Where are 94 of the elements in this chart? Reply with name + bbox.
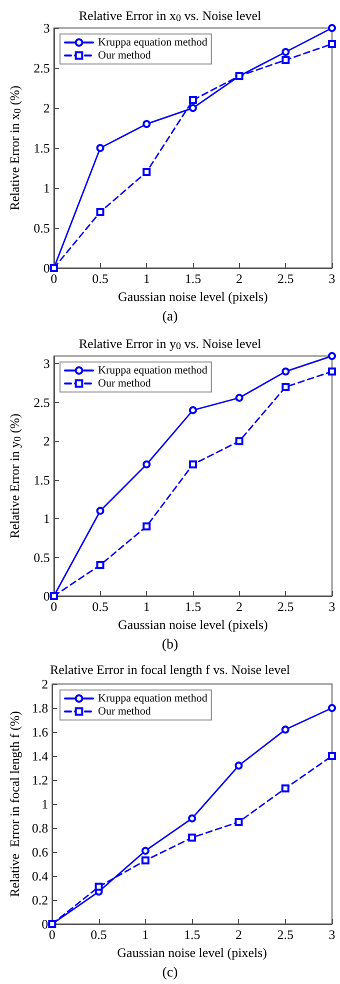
x-tick-label: 0.5 bbox=[90, 927, 107, 942]
x-tick-label: 1 bbox=[142, 927, 149, 942]
y-axis-title: Relative Error in y0 (%) bbox=[7, 414, 24, 538]
x-tick-label: 0.5 bbox=[92, 599, 108, 614]
point bbox=[235, 437, 244, 446]
x-tick-label: 3 bbox=[328, 599, 336, 614]
y-tick-label: 0 bbox=[43, 260, 50, 276]
x-tick-label: 2 bbox=[236, 271, 243, 286]
legend-label: Our method bbox=[98, 706, 152, 718]
y-axis-title: Relative Error in focal length f (%) bbox=[7, 711, 22, 897]
y-tick-label: 1.4 bbox=[32, 748, 49, 764]
legend-label: Kruppa equation method bbox=[98, 364, 208, 376]
point bbox=[141, 846, 150, 855]
point bbox=[96, 208, 104, 216]
point bbox=[142, 460, 151, 468]
point bbox=[141, 856, 150, 864]
x-tick-label: 1.5 bbox=[184, 271, 202, 286]
y-tick-label: 0.4 bbox=[32, 868, 49, 884]
point bbox=[188, 814, 196, 822]
y-tick-label: 2 bbox=[43, 100, 50, 116]
point bbox=[282, 382, 290, 391]
point bbox=[142, 120, 151, 128]
y-tick-label: 0.5 bbox=[34, 550, 50, 565]
x-tick-label: 2.5 bbox=[277, 927, 294, 942]
y-axis-title: Relative Error in x0 (%) bbox=[7, 86, 24, 210]
x-tick-label: 2 bbox=[235, 927, 242, 942]
y-tick-label: 0.6 bbox=[32, 844, 49, 860]
point bbox=[328, 352, 336, 360]
point bbox=[50, 264, 58, 272]
x-tick-label: 2 bbox=[236, 599, 243, 614]
x-tick-label: 1 bbox=[143, 599, 150, 614]
y-tick-label: 1.2 bbox=[32, 772, 48, 788]
x-tick-label: 1.5 bbox=[184, 927, 200, 942]
point bbox=[94, 882, 103, 891]
point bbox=[142, 522, 151, 530]
text: (a) bbox=[162, 310, 178, 324]
chart-title: Relative Error in focal length f vs. Noise level bbox=[50, 662, 290, 677]
point bbox=[282, 48, 290, 56]
y-tick-label: 3 bbox=[43, 20, 50, 36]
y-tick-label: 2 bbox=[43, 434, 50, 449]
point bbox=[328, 752, 336, 760]
x-tick-label: 2.5 bbox=[278, 271, 294, 286]
point bbox=[234, 818, 243, 826]
y-tick-label: 1.5 bbox=[34, 140, 50, 156]
point bbox=[328, 40, 336, 48]
y-tick-label: 3 bbox=[43, 356, 50, 372]
point bbox=[328, 704, 336, 712]
y-tick-label: 1 bbox=[43, 180, 50, 196]
point bbox=[96, 144, 104, 152]
point bbox=[234, 762, 243, 770]
point bbox=[96, 561, 104, 570]
point bbox=[142, 168, 151, 176]
x-tick-label: 3 bbox=[328, 927, 336, 942]
point bbox=[188, 460, 197, 468]
x-tick-label: 0.5 bbox=[92, 271, 108, 286]
text: (b) bbox=[162, 638, 178, 652]
legend-label: Kruppa equation method bbox=[98, 36, 208, 48]
y-tick-label: 1 bbox=[42, 796, 48, 812]
y-tick-label: 0 bbox=[42, 916, 48, 932]
point bbox=[188, 406, 197, 414]
y-tick-label: 2 bbox=[42, 676, 48, 692]
y-tick-label: 1.6 bbox=[32, 724, 49, 740]
point bbox=[282, 56, 290, 64]
x-axis-title: Gaussian noise level (pixels) bbox=[118, 616, 268, 632]
y-tick-label: 0 bbox=[43, 588, 50, 604]
point bbox=[50, 592, 58, 600]
x-axis-title: Gaussian noise level (pixels) bbox=[117, 944, 267, 960]
point bbox=[282, 367, 290, 376]
y-tick-label: 2.5 bbox=[34, 394, 50, 410]
y-tick-label: 0.2 bbox=[32, 892, 48, 908]
text: (c) bbox=[162, 966, 178, 980]
y-tick-label: 0.8 bbox=[32, 820, 48, 836]
x-tick-label: 3 bbox=[328, 271, 336, 286]
x-tick-label: 1 bbox=[143, 271, 150, 286]
y-tick-label: 2.5 bbox=[34, 60, 50, 76]
legend-label: Kruppa equation method bbox=[98, 692, 208, 704]
y-tick-label: 1.5 bbox=[34, 472, 50, 488]
point bbox=[235, 394, 244, 402]
point bbox=[188, 96, 197, 104]
point bbox=[188, 104, 197, 112]
x-tick-label: 2.5 bbox=[278, 599, 294, 614]
x-tick-label: 1.5 bbox=[184, 599, 202, 614]
legend-label: Our method bbox=[98, 50, 152, 62]
point bbox=[188, 834, 196, 842]
legend-label: Our method bbox=[98, 378, 152, 390]
point bbox=[281, 784, 290, 792]
point bbox=[328, 367, 336, 376]
y-tick-label: 0.5 bbox=[34, 220, 50, 236]
point bbox=[328, 24, 336, 32]
x-axis-title: Gaussian noise level (pixels) bbox=[118, 288, 268, 304]
y-tick-label: 1 bbox=[43, 511, 50, 526]
point bbox=[96, 506, 104, 515]
point bbox=[281, 726, 290, 734]
y-tick-label: 1.8 bbox=[32, 700, 48, 716]
